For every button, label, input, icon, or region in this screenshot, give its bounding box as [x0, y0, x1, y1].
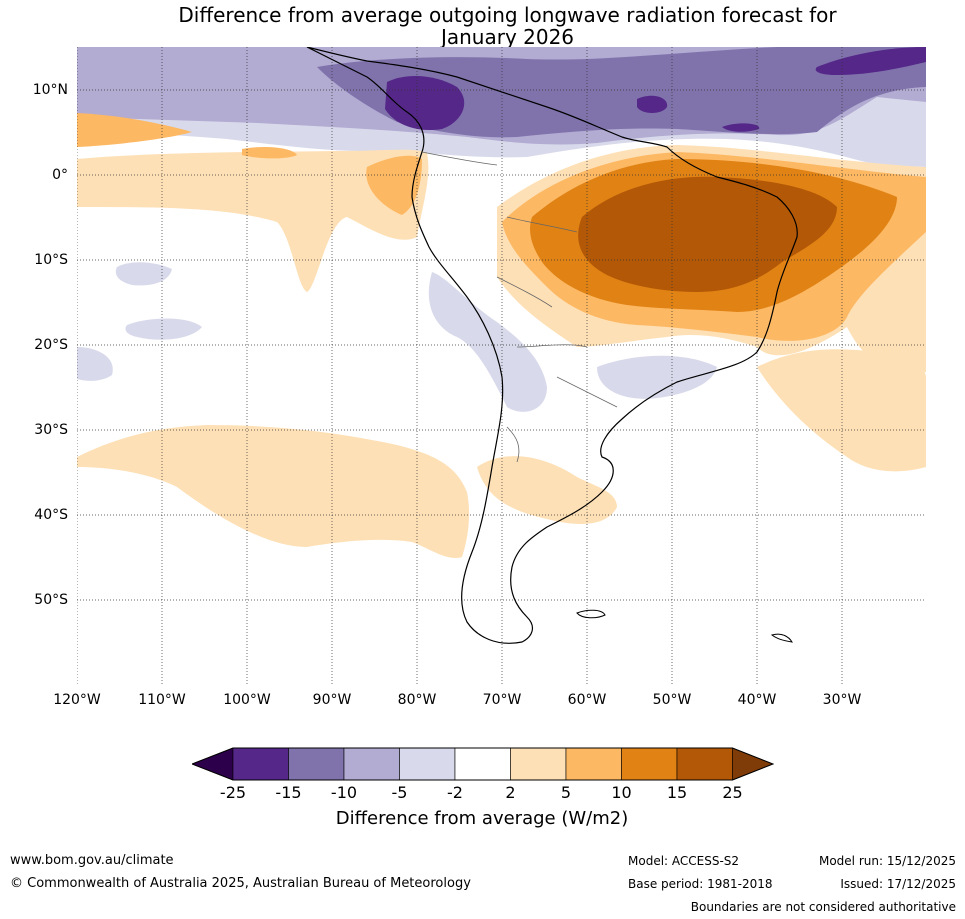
lon-label-110w: 110°W	[138, 692, 186, 708]
colorbar-bin-7	[565, 747, 622, 781]
pos-anomaly-eq-pacific-5	[77, 113, 192, 147]
footer-model-run: Model run: 15/12/2025	[818, 854, 956, 868]
colorbar-bin-1	[232, 747, 289, 781]
colorbar	[190, 747, 775, 787]
colorbar-tick: -10	[330, 783, 358, 802]
neg-anomaly-band-10	[317, 47, 926, 138]
footer-model: Model: ACCESS-S2	[628, 854, 740, 868]
colorbar-extend-low	[191, 747, 234, 781]
title-line-2: January 2026	[440, 25, 575, 49]
colorbar-extend-high	[732, 747, 774, 781]
colorbar-bin-9	[676, 747, 733, 781]
colorbar-tick: 25	[722, 783, 743, 802]
lon-label-30w: 30°W	[822, 692, 862, 708]
gridlines	[77, 47, 926, 685]
neg-anomaly-spot-15a	[637, 95, 668, 113]
colorbar-tick: -5	[391, 783, 408, 802]
colorbar-bin-4	[399, 747, 456, 781]
borders	[421, 151, 618, 463]
colorbar-tick: 5	[560, 783, 572, 802]
colorbar-tick: -25	[219, 783, 247, 802]
lat-label-0: 0°	[52, 167, 68, 183]
colorbar-label: Difference from average (W/m2)	[335, 808, 629, 829]
pos-anomaly-ecuador-5	[366, 155, 422, 215]
colorbar-tick: 10	[611, 783, 632, 802]
lat-label-30s: 30°S	[34, 422, 68, 438]
map-title: Difference from average outgoing longwav…	[0, 4, 965, 48]
title-line-1: Difference from average outgoing longwav…	[178, 3, 837, 27]
lon-label-120w: 120°W	[53, 692, 101, 708]
neg-anomaly-se-pacific-b	[125, 318, 202, 340]
colorbar-bin-3	[343, 747, 400, 781]
lon-label-50w: 50°W	[652, 692, 692, 708]
colorbar-bin-2	[288, 747, 345, 781]
colorbar-bin-8	[621, 747, 678, 781]
lat-label-10s: 10°S	[34, 252, 68, 268]
colorbar-tick: 15	[666, 783, 688, 802]
lon-label-70w: 70°W	[482, 692, 522, 708]
colorbar-bin-6	[510, 747, 567, 781]
footer-url[interactable]: www.bom.gov.au/climate	[10, 853, 174, 868]
pos-anomaly-sw-atlantic	[757, 349, 926, 472]
neg-anomaly-spot-15b	[815, 47, 926, 75]
neg-anomaly-band-15	[385, 75, 465, 131]
colorbar-tick: -2	[447, 783, 463, 802]
lat-label-50s: 50°S	[34, 592, 68, 608]
south-georgia	[770, 633, 793, 643]
pos-anomaly-eq-pacific	[77, 149, 429, 292]
lon-label-80w: 80°W	[397, 692, 437, 708]
lon-label-100w: 100°W	[223, 692, 271, 708]
lon-label-60w: 60°W	[567, 692, 607, 708]
pos-anomaly-pacific-5b	[242, 147, 297, 159]
neg-anomaly-se-pacific-c	[77, 347, 113, 381]
falkland-islands	[576, 609, 606, 619]
lon-label-90w: 90°W	[312, 692, 352, 708]
lon-label-40w: 40°W	[737, 692, 777, 708]
neg-anomaly-sa-south	[597, 355, 717, 399]
pos-anomaly-south-pacific	[77, 425, 470, 559]
footer-disclaimer: Boundaries are not considered authoritat…	[690, 900, 956, 914]
neg-anomaly-spot-15c	[722, 123, 760, 132]
lat-label-40s: 40°S	[34, 507, 68, 523]
pos-anomaly-patagonia	[477, 456, 617, 524]
pos-anomaly-brazil-15	[578, 176, 837, 292]
lat-label-10n: 10°N	[32, 82, 68, 98]
colorbar-bin-5	[454, 747, 511, 781]
colorbar-outline	[190, 747, 775, 781]
footer-issued: Issued: 17/12/2025	[840, 877, 956, 891]
colorbar-tick: -15	[275, 783, 302, 802]
neg-anomaly-se-pacific-a	[115, 262, 172, 286]
anomaly-map	[77, 47, 926, 685]
footer-copyright: © Commonwealth of Australia 2025, Austra…	[10, 876, 471, 891]
lat-label-20s: 20°S	[34, 337, 68, 353]
neg-anomaly-andes	[428, 272, 547, 412]
coastline-south-america	[306, 47, 798, 644]
colorbar-tick: 2	[505, 783, 516, 802]
footer-base-period: Base period: 1981-2018	[628, 877, 773, 891]
